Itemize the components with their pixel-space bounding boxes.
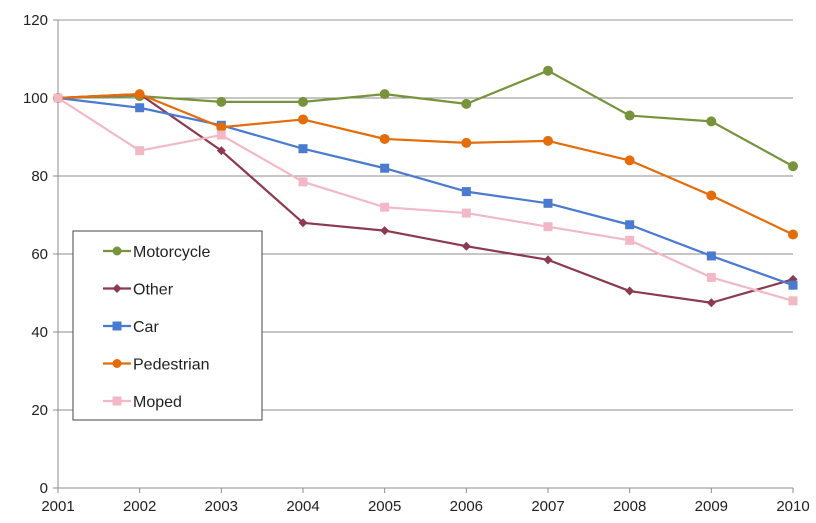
axes: 0 20 40 60 80 100 120 2001 2002 2003 2004 2005 2006 2… [23,12,810,515]
data-point-car-2002 [135,103,145,113]
legend-label-car: Car [133,319,159,336]
data-point-car-2010 [788,280,798,290]
data-point-pedestrian-2002 [134,89,145,100]
data-point-pedestrian-2005 [379,133,390,144]
data-point-car-2008 [625,220,635,230]
legend-marker-motorcycle [112,246,122,256]
data-point-other-2003 [216,146,226,156]
y-tick-label-60: 60 [31,246,48,263]
data-point-motorcycle-2003 [216,96,227,107]
data-point-pedestrian-2010 [788,229,798,240]
data-point-moped-2006 [461,208,471,218]
data-point-motorcycle-2008 [624,110,635,121]
data-point-motorcycle-2006 [461,98,472,109]
x-tick-label-2010: 2010 [776,498,809,515]
x-tick-label-2008: 2008 [613,498,646,515]
x-tick-label-2001: 2001 [41,498,74,515]
data-point-other-2005 [380,226,390,236]
data-point-moped-2007 [543,222,553,232]
data-point-moped-2002 [135,146,145,156]
legend-marker-other [112,284,122,293]
legend-marker-moped [112,396,122,406]
legend-marker-car [112,321,122,331]
data-point-car-2004 [298,144,308,154]
data-point-moped-2008 [625,235,635,245]
y-tick-label-20: 20 [31,402,48,419]
data-point-pedestrian-2003 [216,122,227,133]
series-line-car [57,96,794,287]
y-tick-label-120: 120 [23,12,48,29]
series-line-other [57,92,794,304]
y-tick-label-100: 100 [23,90,48,107]
data-point-moped-2005 [380,202,390,212]
x-tick-label-2004: 2004 [286,498,319,515]
series-motorcycle [53,65,798,172]
data-point-pedestrian-2004 [298,114,308,125]
legend: Motorcycle Other Car Pedestrian Moped [72,230,263,421]
data-point-pedestrian-2008 [624,155,635,166]
data-point-other-2008 [625,286,635,296]
data-point-moped-2004 [298,177,308,187]
data-point-pedestrian-2006 [461,137,472,148]
data-point-moped-2001 [53,93,63,103]
legend-label-pedestrian: Pedestrian [133,357,210,374]
y-tick-label-40: 40 [31,324,48,341]
data-point-other-2009 [706,298,716,308]
x-tick-label-2003: 2003 [205,498,238,515]
legend-label-motorcycle: Motorcycle [133,244,210,261]
data-point-motorcycle-2010 [788,161,798,172]
y-tick-label-0: 0 [40,480,48,497]
data-point-moped-2009 [706,272,716,282]
data-point-car-2005 [380,163,390,173]
data-point-other-2006 [461,241,471,251]
data-point-motorcycle-2004 [298,96,308,107]
data-point-car-2009 [706,251,716,261]
x-tick-label-2007: 2007 [531,498,564,515]
x-tick-label-2002: 2002 [123,498,156,515]
x-tick-label-2005: 2005 [368,498,401,515]
data-point-car-2007 [543,198,553,208]
data-point-motorcycle-2009 [706,116,717,127]
legend-label-moped: Moped [133,394,182,411]
series-line-motorcycle [57,69,794,168]
x-tick-label-2009: 2009 [695,498,728,515]
y-tick-label-80: 80 [31,168,48,185]
series-moped [53,93,798,306]
series-pedestrian [53,89,798,240]
data-point-pedestrian-2009 [706,190,717,201]
series-line-moped [57,97,794,302]
series-group [53,65,798,308]
data-point-motorcycle-2007 [543,65,553,76]
data-point-other-2004 [298,218,308,228]
data-point-other-2007 [543,255,553,265]
x-tick-label-2006: 2006 [450,498,483,515]
legend-label-other: Other [133,282,174,299]
data-point-motorcycle-2005 [379,89,390,100]
data-point-pedestrian-2007 [543,135,553,146]
legend-marker-pedestrian [112,359,122,368]
data-point-moped-2003 [216,130,226,140]
data-point-car-2006 [461,187,471,197]
series-line-pedestrian [57,92,794,236]
data-point-moped-2010 [788,296,798,306]
